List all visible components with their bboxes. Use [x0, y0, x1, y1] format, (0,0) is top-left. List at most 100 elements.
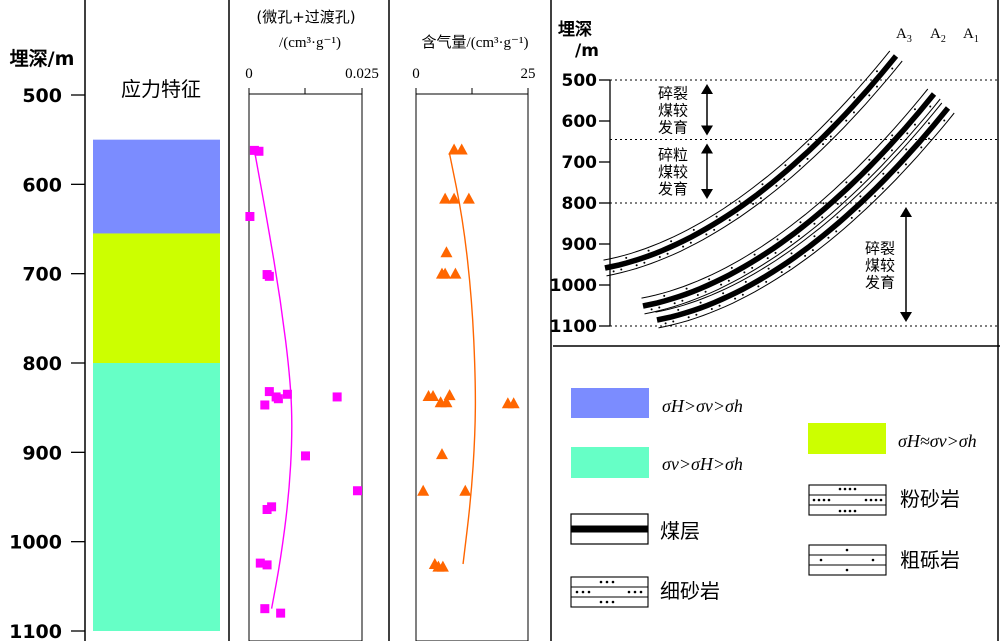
sandstone-dot [681, 299, 684, 302]
sandstone-dot [736, 213, 739, 216]
sandstone-dot [853, 96, 856, 99]
sandstone-dot [804, 254, 807, 257]
sandstone-dot [829, 135, 832, 138]
structure-depth-tick-label: 900 [562, 235, 598, 255]
stress-zone-bar [93, 233, 220, 363]
annotation-text: 发育 [658, 180, 688, 198]
stratum-boundary [641, 88, 929, 299]
data-point [332, 392, 342, 402]
sandstone-dot [875, 85, 878, 88]
data-point [245, 211, 255, 221]
sandstone-dot [692, 228, 695, 231]
sandstone-dot [807, 143, 810, 146]
seam-label-subscript: 1 [974, 34, 979, 45]
sandstone-dot [844, 195, 847, 198]
sandstone-dot [797, 235, 800, 238]
sandstone-dot [708, 278, 711, 281]
gas-axis-min-label: 0 [412, 66, 420, 82]
sandstone-dot [806, 157, 809, 160]
sandstone-dot [822, 202, 825, 205]
data-point [448, 192, 461, 204]
sandstone-dot [813, 222, 816, 225]
stress-zone-bar [93, 139, 220, 234]
data-point [436, 560, 449, 572]
structure-depth-tick-label: 700 [562, 153, 598, 173]
sandstone-dot [658, 306, 661, 309]
data-point [427, 390, 440, 402]
sandstone-dot [710, 307, 713, 310]
symbol-dot [874, 498, 878, 502]
symbol-dot [838, 509, 842, 513]
seam-label-subscript: 3 [907, 34, 912, 45]
data-point [262, 505, 272, 515]
sandstone-dot [827, 236, 830, 239]
data-point [262, 560, 272, 570]
sandstone-dot [728, 219, 731, 222]
sandstone-dot [730, 266, 733, 269]
sandstone-dot [695, 313, 698, 316]
sandstone-dot [620, 268, 623, 271]
symbol-dot [827, 498, 831, 502]
symbol-dot [639, 590, 643, 594]
legend-coal-seam-symbol [570, 513, 649, 545]
data-point [449, 267, 462, 279]
sandstone-dot [715, 215, 718, 218]
depth-tick-label: 800 [22, 353, 62, 375]
sandstone-dot [788, 265, 791, 268]
sandstone-dot [874, 195, 877, 198]
stratum-boundary [655, 102, 943, 313]
data-point [301, 451, 310, 461]
structure-depth-tick-label: 500 [562, 71, 598, 91]
sandstone-dot [765, 280, 768, 283]
data-point [273, 394, 283, 404]
sandstone-dot [890, 149, 893, 152]
sandstone-dot [759, 197, 762, 200]
data-point [264, 387, 274, 397]
symbol-frame [808, 484, 887, 516]
symbol-dot [871, 558, 875, 562]
symbol-dot [845, 568, 849, 572]
coal-seam-band [604, 54, 899, 271]
sandstone-dot [881, 187, 884, 190]
symbol-dot [581, 590, 585, 594]
sandstone-dot [672, 320, 675, 323]
sandstone-dot [704, 290, 707, 293]
sandstone-dot [743, 271, 746, 274]
sandstone-dot [612, 270, 615, 273]
pore-panel-title-line2: /(cm³·g⁻¹) [279, 35, 341, 51]
sandstone-dot [647, 249, 650, 252]
sandstone-dot [799, 221, 802, 224]
data-point [264, 271, 274, 281]
data-point [439, 267, 452, 279]
sandstone-dot [720, 283, 723, 286]
annotation-text: 碎粒 [658, 146, 688, 164]
sandstone-dot [905, 148, 908, 151]
sandstone-dot [643, 261, 646, 264]
data-point [260, 400, 270, 410]
sandstone-dot [718, 304, 721, 307]
sandstone-dot [875, 70, 878, 73]
sandstone-dot [822, 143, 825, 146]
symbol-dot [853, 487, 857, 491]
sandstone-dot [744, 280, 747, 283]
sandstone-dot [868, 94, 871, 97]
coal-seam-section [603, 50, 955, 329]
sandstone-dot [757, 285, 760, 288]
sandstone-dot [913, 123, 916, 126]
trend-line [448, 153, 477, 565]
stratum-boundary [603, 50, 891, 261]
symbol-dot [812, 498, 816, 502]
seam-label: A2 [930, 26, 946, 45]
annotation-arrowhead [900, 312, 912, 322]
symbol-dot [879, 498, 883, 502]
symbol-dot [605, 600, 609, 604]
legend-label-regime-3: σH≈σv>σh [898, 431, 977, 451]
data-point [352, 486, 362, 496]
sandstone-dot [650, 308, 653, 311]
symbol-dot [627, 590, 631, 594]
data-point [267, 502, 277, 512]
sandstone-dot [658, 255, 661, 258]
data-point [260, 604, 270, 614]
